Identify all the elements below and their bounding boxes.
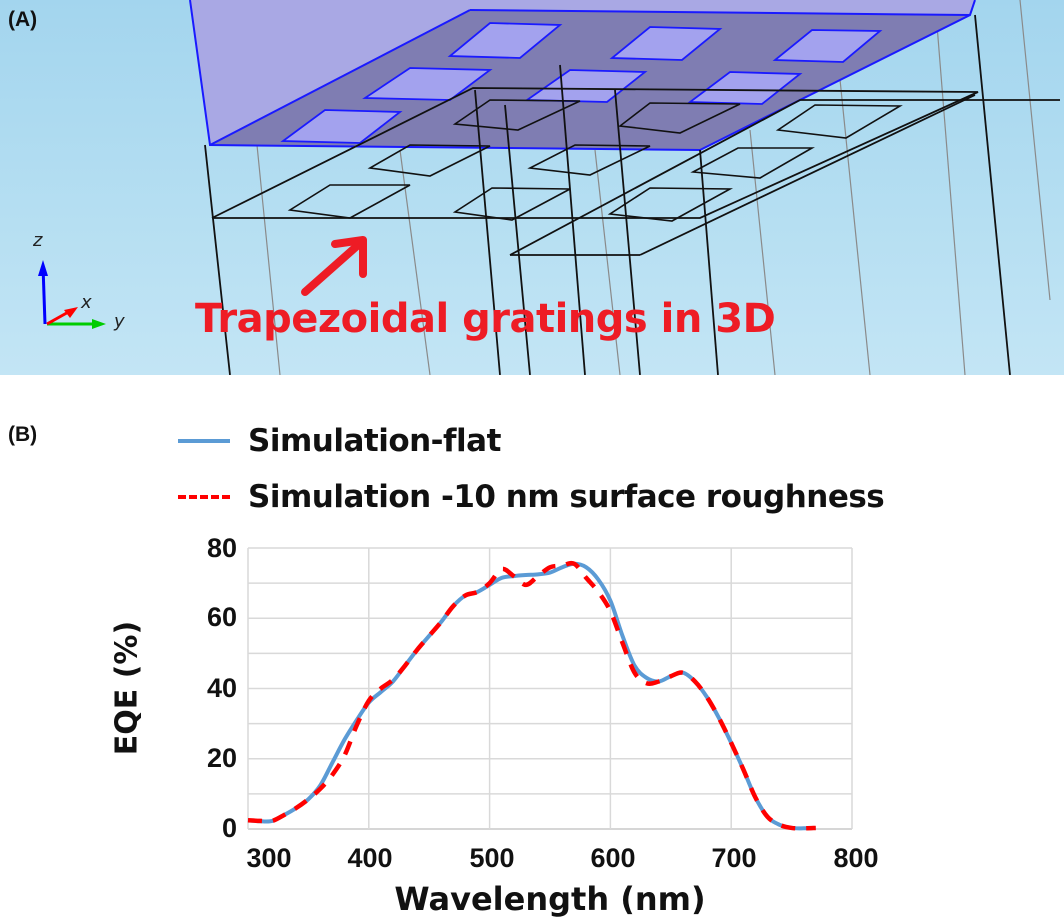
series-rough-line (247, 560, 816, 831)
axis-y-label: y (114, 311, 125, 332)
lower-trapezoids (287, 99, 903, 222)
x-tick: 700 (711, 843, 757, 873)
y-tick: 80 (206, 533, 237, 563)
y-tick: 20 (206, 743, 237, 773)
x-tick: 400 (347, 843, 393, 873)
solid-line-swatch-icon (178, 439, 230, 443)
axis-x-label: x (81, 292, 92, 313)
lower-grating-wireframe (204, 14, 1060, 375)
red-arrow-icon (301, 236, 367, 296)
panel-a-label: (A) (8, 8, 38, 31)
x-tick: 800 (833, 843, 879, 873)
legend-item-rough: Simulation -10 nm surface roughness (178, 469, 885, 525)
legend-item-flat: Simulation-flat (178, 413, 884, 469)
chart-gridlines (247, 547, 853, 830)
gratings-annotation: Trapezoidal gratings in 3D (195, 296, 776, 342)
panel-a-3d-render: (A) z x y Trapezoidal gratings in 3D (0, 0, 1064, 375)
y-tick: 60 (206, 602, 237, 632)
legend-label: Simulation-flat (248, 423, 501, 459)
x-tick: 500 (469, 843, 515, 873)
x-axis-label: Wavelength (nm) (394, 880, 706, 918)
slab-trapezoid-holes (280, 22, 883, 144)
legend-label: Simulation -10 nm surface roughness (248, 479, 885, 515)
upper-slab-face (190, 0, 975, 145)
dashed-line-swatch-icon (178, 495, 230, 499)
y-tick: 0 (221, 813, 237, 843)
grating-model-drawing (189, 0, 1060, 375)
y-axis-label: EQE (%) (109, 620, 145, 756)
axis-z-label: z (33, 230, 43, 251)
axes-triad-icon (38, 260, 106, 329)
x-tick: 300 (246, 843, 292, 873)
panel-b-label: (B) (8, 423, 38, 446)
y-tick: 40 (206, 673, 237, 703)
chart-legend: Simulation-flat Simulation -10 nm surfac… (178, 413, 885, 525)
x-tick: 600 (590, 843, 636, 873)
